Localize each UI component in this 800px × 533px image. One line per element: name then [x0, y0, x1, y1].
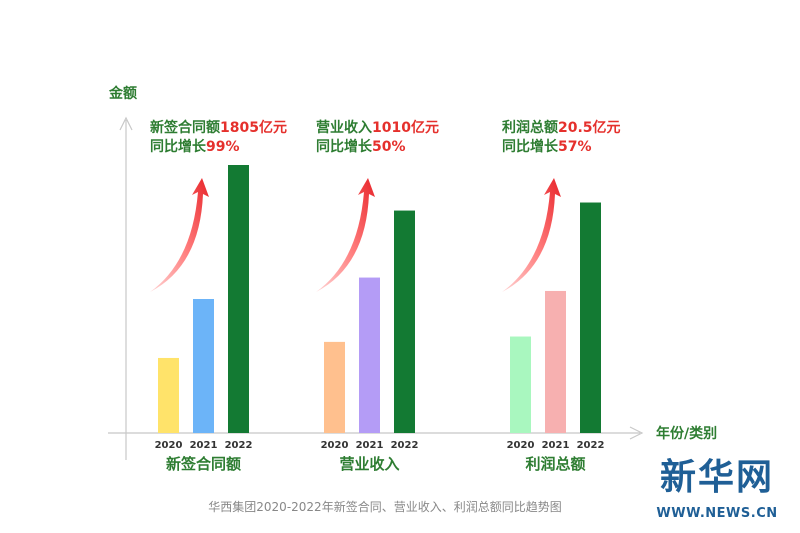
annotation-amount: 利润总额20.5亿元	[502, 119, 621, 136]
annotation-amount: 营业收入1010亿元	[316, 119, 439, 136]
year-tick-label: 2022	[225, 440, 253, 451]
bar-2022	[228, 165, 249, 433]
group-label: 新签合同额	[166, 455, 241, 473]
group-label: 利润总额	[525, 455, 585, 473]
year-tick-label: 2020	[155, 440, 183, 451]
year-tick-label: 2020	[321, 440, 349, 451]
y-axis-arrow-icon	[119, 116, 133, 131]
group-label: 营业收入	[339, 455, 399, 473]
bar-2021	[359, 277, 380, 433]
x-axis-title: 年份/类别	[656, 425, 717, 442]
growth-arrow-icon	[150, 178, 209, 292]
bar-2021	[545, 290, 566, 433]
bar-2020	[158, 357, 179, 433]
annotation-growth: 同比增长99%	[150, 138, 240, 155]
x-axis-arrow-icon	[629, 426, 644, 440]
growth-arrow-icon	[502, 178, 561, 292]
y-axis-title: 金额	[108, 85, 137, 102]
year-tick-label: 2020	[507, 440, 535, 451]
bar-2020	[510, 336, 531, 433]
annotation-growth: 同比增长50%	[316, 138, 406, 155]
year-tick-label: 2021	[356, 440, 384, 451]
year-tick-label: 2022	[577, 440, 605, 451]
year-tick-label: 2021	[190, 440, 218, 451]
bar-2020	[324, 341, 345, 433]
logo-main-text: 新华网	[659, 457, 774, 498]
annotation-amount: 新签合同额1805亿元	[150, 119, 287, 136]
bar-2021	[193, 299, 214, 433]
logo-url-text: WWW.NEWS.CN	[656, 506, 778, 521]
chart-caption: 华西集团2020-2022年新签合同、营业收入、利润总额同比趋势图	[208, 499, 561, 514]
year-tick-label: 2021	[542, 440, 570, 451]
year-tick-label: 2022	[391, 440, 419, 451]
bar-2022	[580, 202, 601, 433]
xinhua-logo: 新华网 WWW.NEWS.CN	[652, 457, 782, 522]
growth-arrow-icon	[316, 178, 375, 292]
annotation-growth: 同比增长57%	[502, 138, 592, 155]
bar-2022	[394, 210, 415, 433]
